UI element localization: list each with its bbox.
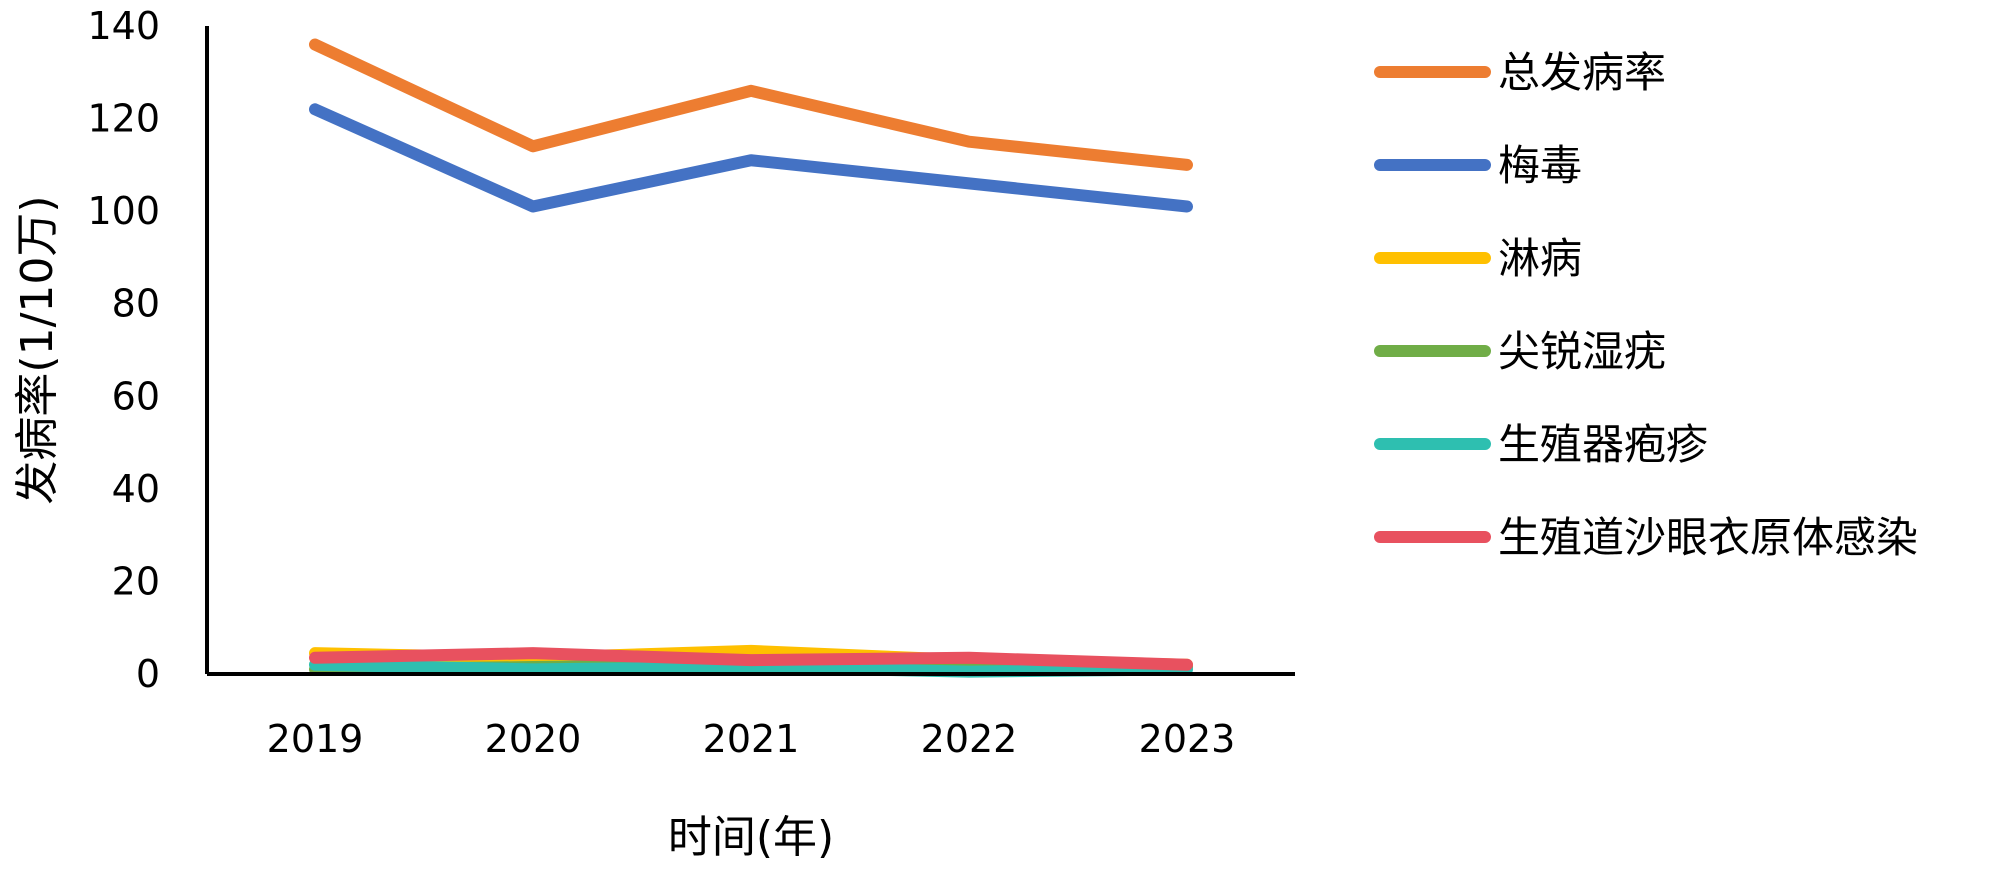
y-axis-title: 发病率(1/10万) [12,195,63,504]
y-tick-label: 0 [136,652,160,696]
series-layer [309,38,1193,678]
legend-label: 淋病 [1498,234,1582,283]
series-line-5 [309,647,1193,671]
series-line-0 [309,38,1193,171]
series-line-4 [309,658,1193,678]
x-tick-label: 2021 [703,717,800,761]
y-tick-label: 20 [112,559,160,603]
x-tick-label: 2020 [485,717,582,761]
x-tick-labels: 2019 2020 2021 2022 2023 [267,717,1236,761]
y-tick-labels: 0 20 40 60 80 100 120 140 [87,4,160,696]
legend-label: 梅毒 [1498,141,1582,190]
legend-label: 尖锐湿疣 [1498,327,1666,376]
legend-label: 生殖器疱疹 [1498,420,1708,469]
x-tick-label: 2019 [267,717,364,761]
y-tick-label: 40 [112,467,160,511]
x-axis-title: 时间(年) [668,812,834,863]
y-tick-label: 140 [87,4,160,48]
y-tick-label: 80 [112,282,160,326]
x-tick-label: 2023 [1139,717,1236,761]
series-line-1 [309,103,1193,213]
y-tick-label: 100 [87,189,160,233]
x-tick-label: 2022 [921,717,1018,761]
legend-label: 生殖道沙眼衣原体感染 [1498,513,1918,562]
legend-label: 总发病率 [1498,48,1666,97]
y-tick-label: 60 [112,374,160,418]
y-tick-label: 120 [87,97,160,141]
